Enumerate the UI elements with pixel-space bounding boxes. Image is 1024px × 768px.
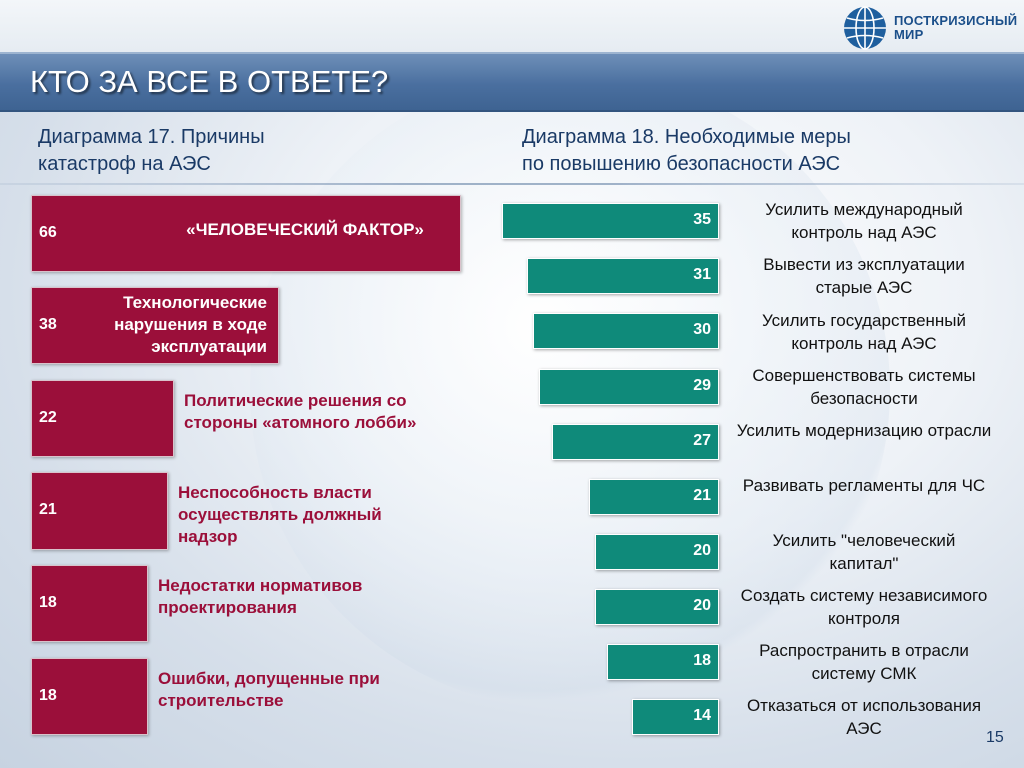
measure-bar-4 — [539, 369, 719, 405]
measure-bar-2 — [527, 258, 719, 294]
cause-value-label: 38 — [39, 315, 57, 333]
cause-bar-1 — [31, 195, 461, 272]
measure-bar-10 — [632, 699, 719, 735]
measure-category-label: Усилить модернизацию отрасли — [736, 421, 992, 440]
cause-bar-6 — [31, 658, 148, 735]
measure-value-label: 20 — [693, 597, 711, 614]
measure-category-label: Усилить государственный контроль над АЭС — [761, 311, 967, 353]
cause-category-label: «ЧЕЛОВЕЧЕСКИЙ ФАКТОР» — [186, 220, 424, 239]
page-number: 15 — [986, 729, 1004, 746]
measure-bar-1 — [502, 203, 719, 239]
measure-value-label: 30 — [693, 321, 711, 338]
cause-category-label: Ошибки, допущенные при строительстве — [158, 669, 380, 710]
causes-chart-title: Диаграмма 17. Причины катастроф на АЭС — [38, 126, 265, 175]
cause-bar-5 — [31, 565, 148, 642]
title-bar: КТО ЗА ВСЕ В ОТВЕТЕ? — [0, 52, 1024, 112]
measure-value-label: 14 — [693, 707, 711, 724]
cause-category-label: Политические решения со стороны «атомног… — [184, 391, 417, 432]
measure-value-label: 31 — [693, 266, 711, 283]
cause-value-label: 18 — [39, 686, 57, 704]
measure-category-label: Отказаться от использования АЭС — [746, 696, 982, 738]
cause-bar-3 — [31, 380, 174, 457]
measure-bar-6 — [589, 479, 719, 515]
measure-value-label: 18 — [693, 652, 711, 669]
measure-category-label: Усилить "человеческий капитал" — [772, 531, 956, 573]
header-divider — [0, 183, 1024, 185]
cause-category-label: Технологические нарушения в ходе эксплуа… — [114, 293, 267, 356]
cause-value-label: 18 — [39, 593, 57, 611]
cause-category-label: Неспособность власти осуществлять должны… — [178, 483, 382, 546]
measure-bar-3 — [533, 313, 719, 349]
measures-chart-title: Диаграмма 18. Необходимые меры по повыше… — [522, 126, 851, 175]
brand-logo: ПОСТКРИЗИСНЫЙ МИР — [842, 4, 1017, 52]
cause-value-label: 66 — [39, 223, 57, 241]
measure-bar-9 — [607, 644, 719, 680]
measure-value-label: 27 — [693, 432, 711, 449]
cause-value-label: 22 — [39, 408, 57, 426]
measure-value-label: 29 — [693, 377, 711, 394]
measure-category-label: Совершенствовать системы безопасности — [752, 366, 976, 408]
measure-category-label: Вывести из эксплуатации старые АЭС — [763, 255, 965, 297]
brand-line-2: МИР — [894, 27, 924, 42]
cause-bar-2 — [31, 287, 279, 364]
measure-category-label: Создать систему независимого контроля — [740, 586, 988, 628]
brand-name: ПОСТКРИЗИСНЫЙ МИР — [894, 14, 1017, 42]
measure-value-label: 20 — [693, 542, 711, 559]
measure-category-label: Усилить международный контроль над АЭС — [765, 200, 963, 242]
cause-category-label: Недостатки нормативов проектирования — [158, 576, 363, 617]
slide-title: КТО ЗА ВСЕ В ОТВЕТЕ? — [30, 64, 389, 99]
cause-value-label: 21 — [39, 501, 57, 518]
measure-bar-7 — [595, 534, 719, 570]
measure-bar-5 — [552, 424, 719, 460]
brand-line-1: ПОСТКРИЗИСНЫЙ — [894, 13, 1018, 28]
measure-category-label: Развивать регламенты для ЧС — [742, 476, 986, 495]
measure-bar-8 — [595, 589, 719, 625]
measure-value-label: 35 — [693, 211, 711, 228]
measure-category-label: Распространить в отрасли систему СМК — [759, 641, 969, 683]
measure-value-label: 21 — [693, 487, 711, 504]
cause-bar-4 — [31, 472, 168, 550]
globe-icon — [844, 6, 886, 50]
